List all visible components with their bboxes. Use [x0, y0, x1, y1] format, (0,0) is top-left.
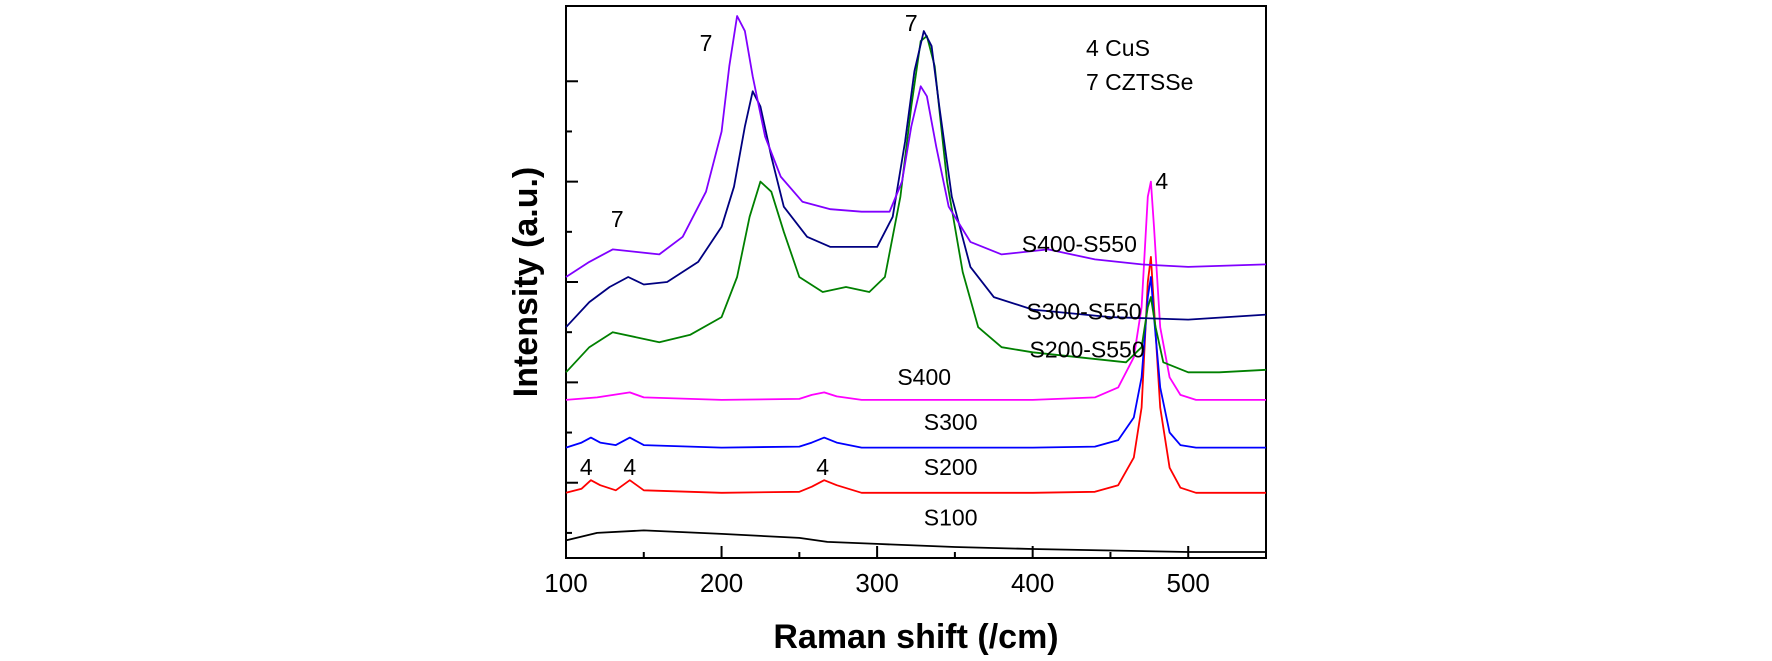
x-axis-ticks: 100 200 300 400 500 [544, 546, 1210, 598]
peak-annotation: 7 [700, 30, 713, 56]
series-labels: S100 S200 S300 S400 S200-S550 S300-S550 S400-S… [897, 231, 1144, 530]
peak-annotation: 4 [623, 454, 636, 480]
x-tick-label: 400 [1011, 568, 1054, 598]
legend-entry: 4 CuS [1086, 35, 1150, 61]
x-axis-title: Raman shift (/cm) [773, 618, 1058, 656]
peak-annotation: 4 [816, 454, 829, 480]
x-tick-label: 200 [700, 568, 743, 598]
series-line-s100 [565, 529, 1266, 553]
peak-annotation: 7 [905, 10, 918, 36]
series-label-s100: S100 [924, 504, 978, 530]
x-tick-label: 500 [1167, 568, 1210, 598]
y-axis-ticks [566, 80, 578, 534]
series-line-s400 [565, 180, 1266, 401]
series-label-s400: S400 [897, 364, 951, 390]
x-tick-label: 100 [544, 568, 587, 598]
series-lines [565, 15, 1267, 553]
series-label-s400-s550: S400-S550 [1022, 231, 1137, 257]
series-line-s200-s550 [565, 35, 1267, 374]
y-axis-title: Intensity (a.u.) [507, 167, 545, 397]
series-line-s300-s550 [565, 30, 1267, 328]
series-label-s200-s550: S200-S550 [1030, 336, 1145, 362]
series-line-s300 [565, 276, 1266, 449]
series-label-s300-s550: S300-S550 [1026, 299, 1141, 325]
peak-annotations: 7 7 7 4 4 4 4 [580, 10, 1169, 480]
legend-entry: 7 CZTSSe [1086, 69, 1193, 95]
legend: 4 CuS 7 CZTSSe [1086, 35, 1193, 95]
x-tick-label: 300 [855, 568, 898, 598]
series-label-s200: S200 [924, 454, 978, 480]
series-line-s400-s550 [565, 15, 1267, 278]
series-label-s300: S300 [924, 409, 978, 435]
peak-annotation: 4 [580, 454, 593, 480]
peak-annotation: 4 [1155, 168, 1168, 194]
peak-annotation: 7 [611, 206, 624, 232]
